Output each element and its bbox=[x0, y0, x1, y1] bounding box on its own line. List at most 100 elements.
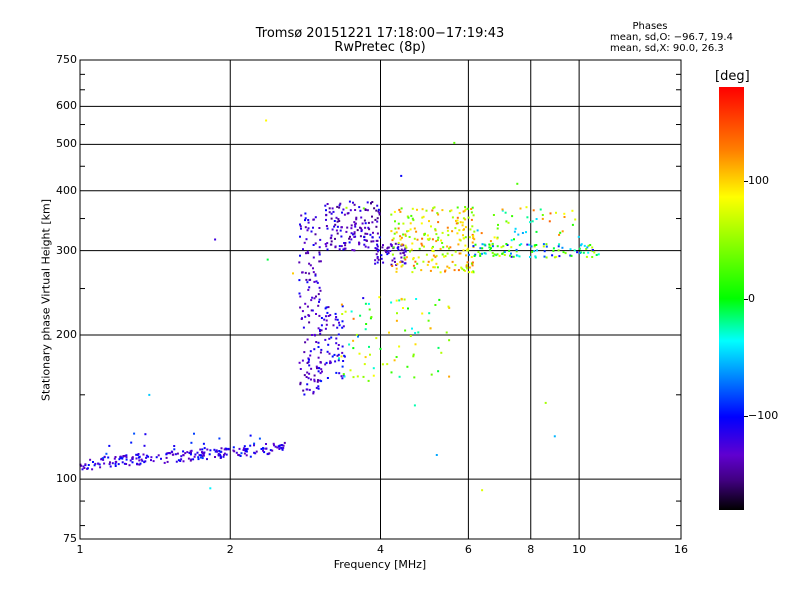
data-point bbox=[166, 452, 169, 455]
data-point bbox=[348, 241, 351, 244]
data-point bbox=[404, 234, 407, 237]
data-point bbox=[397, 227, 400, 230]
data-point bbox=[448, 375, 451, 378]
y-tick-label: 75 bbox=[63, 532, 77, 545]
data-point bbox=[313, 280, 316, 283]
data-point bbox=[436, 239, 439, 241]
data-point bbox=[363, 363, 366, 366]
data-point bbox=[378, 296, 381, 299]
data-point bbox=[135, 457, 138, 460]
data-point bbox=[208, 453, 211, 456]
data-point bbox=[392, 237, 395, 240]
data-point bbox=[395, 267, 398, 270]
data-point bbox=[327, 306, 330, 309]
data-point bbox=[585, 247, 588, 250]
data-point bbox=[381, 246, 384, 249]
data-point bbox=[337, 218, 340, 221]
data-point bbox=[471, 233, 474, 236]
data-point bbox=[431, 238, 434, 241]
data-point bbox=[378, 213, 381, 216]
data-point bbox=[492, 254, 495, 257]
data-point bbox=[318, 246, 321, 249]
data-point bbox=[343, 375, 346, 378]
data-point bbox=[318, 253, 321, 256]
data-point bbox=[299, 306, 302, 309]
data-point bbox=[131, 461, 134, 464]
data-point bbox=[330, 240, 333, 243]
data-point bbox=[437, 213, 440, 216]
data-point bbox=[300, 318, 303, 320]
data-point bbox=[350, 227, 353, 230]
data-point bbox=[359, 209, 362, 212]
data-point bbox=[298, 279, 301, 282]
data-point bbox=[411, 327, 413, 330]
data-point bbox=[315, 313, 317, 315]
data-point bbox=[335, 229, 338, 232]
data-point bbox=[314, 242, 317, 245]
data-point bbox=[511, 215, 514, 218]
data-point bbox=[131, 456, 134, 459]
data-point bbox=[355, 216, 358, 219]
data-point bbox=[315, 386, 318, 389]
data-point bbox=[412, 264, 415, 267]
data-point bbox=[471, 241, 474, 244]
data-point bbox=[474, 243, 477, 246]
data-point bbox=[298, 361, 301, 364]
data-point bbox=[115, 460, 118, 463]
data-point bbox=[441, 253, 444, 256]
data-point bbox=[531, 220, 534, 223]
data-point bbox=[466, 261, 469, 264]
data-point bbox=[365, 323, 368, 325]
data-point bbox=[404, 258, 407, 261]
data-point bbox=[461, 224, 464, 227]
data-point bbox=[125, 463, 128, 465]
data-point bbox=[391, 259, 394, 262]
x-tick-label: 4 bbox=[377, 543, 384, 556]
data-point bbox=[263, 451, 266, 454]
data-point bbox=[144, 460, 147, 463]
data-point bbox=[420, 242, 423, 245]
data-point bbox=[209, 487, 212, 490]
data-point bbox=[172, 453, 175, 456]
phase-stats-x: mean, sd,X: 90.0, 26.3 bbox=[610, 43, 724, 54]
data-point bbox=[318, 300, 320, 303]
data-point bbox=[421, 208, 424, 211]
data-point bbox=[391, 265, 394, 267]
data-point bbox=[201, 448, 204, 451]
data-point bbox=[500, 246, 503, 249]
colorbar-label: 0 bbox=[748, 291, 755, 305]
data-point bbox=[325, 214, 328, 217]
data-point bbox=[376, 232, 379, 235]
data-point bbox=[395, 264, 398, 266]
data-point bbox=[303, 241, 306, 244]
data-point bbox=[398, 375, 401, 378]
data-point bbox=[372, 367, 375, 370]
data-point bbox=[533, 244, 536, 247]
data-point bbox=[338, 245, 341, 248]
data-point bbox=[577, 235, 580, 238]
data-point bbox=[242, 449, 245, 451]
data-point bbox=[592, 249, 594, 252]
data-point bbox=[325, 361, 328, 364]
data-point bbox=[326, 350, 329, 353]
data-point bbox=[393, 232, 396, 235]
data-point bbox=[563, 212, 566, 215]
data-point bbox=[426, 238, 429, 241]
data-point bbox=[304, 271, 307, 274]
data-point bbox=[268, 452, 271, 455]
data-point bbox=[437, 370, 440, 373]
data-point bbox=[339, 229, 342, 232]
data-point bbox=[360, 216, 363, 219]
data-point bbox=[332, 210, 335, 213]
data-point bbox=[177, 459, 180, 462]
data-point bbox=[173, 448, 176, 451]
data-point bbox=[182, 454, 185, 457]
data-point bbox=[92, 461, 94, 463]
data-point bbox=[201, 457, 204, 460]
data-point bbox=[214, 456, 216, 458]
x-tick-label: 2 bbox=[226, 543, 234, 556]
data-point bbox=[206, 458, 208, 461]
data-point bbox=[498, 254, 501, 257]
data-point bbox=[363, 243, 366, 246]
data-point bbox=[219, 453, 222, 456]
